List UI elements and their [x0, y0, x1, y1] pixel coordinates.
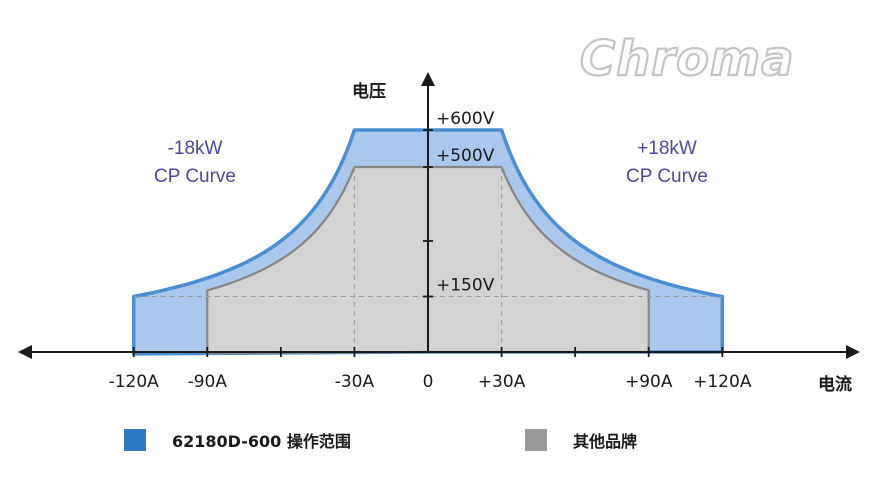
legend-label-62180d: 62180D-600 操作范围 [172, 432, 351, 451]
x-axis-arrow-right [846, 345, 860, 359]
x-tick-label: +30A [478, 372, 526, 392]
grid-lines [133, 167, 723, 352]
x-tick-label: -90A [188, 372, 228, 392]
legend-swatch-blue [124, 429, 146, 451]
x-axis-title: 电流 [818, 374, 852, 395]
y-tick-label: +600V [436, 109, 495, 129]
x-tick-label: 0 [423, 372, 434, 392]
annotation-right-curve: CP Curve [626, 166, 708, 187]
annotation-left-curve: CP Curve [154, 166, 236, 187]
annotation-right-power: +18kW [637, 138, 697, 159]
legend-item-other-brand: 其他品牌 [525, 428, 637, 452]
legend-swatch-gray [525, 429, 547, 451]
x-tick-label: +120A [693, 372, 752, 392]
x-tick-label: +90A [625, 372, 673, 392]
annotation-left-power: -18kW [168, 138, 223, 159]
legend-label-other-brand: 其他品牌 [573, 432, 638, 451]
x-tick-label: -30A [335, 372, 375, 392]
legend-item-62180d: 62180D-600 操作范围 [124, 428, 351, 452]
y-tick-label: +500V [436, 146, 495, 166]
x-tick-label: -120A [109, 372, 160, 392]
y-tick-label: +150V [436, 276, 495, 296]
axes [18, 72, 860, 359]
x-axis-arrow-left [18, 345, 32, 359]
chroma-logo: Chroma [580, 31, 794, 87]
y-axis-title: 电压 [352, 81, 386, 102]
y-axis-arrow [421, 72, 435, 86]
